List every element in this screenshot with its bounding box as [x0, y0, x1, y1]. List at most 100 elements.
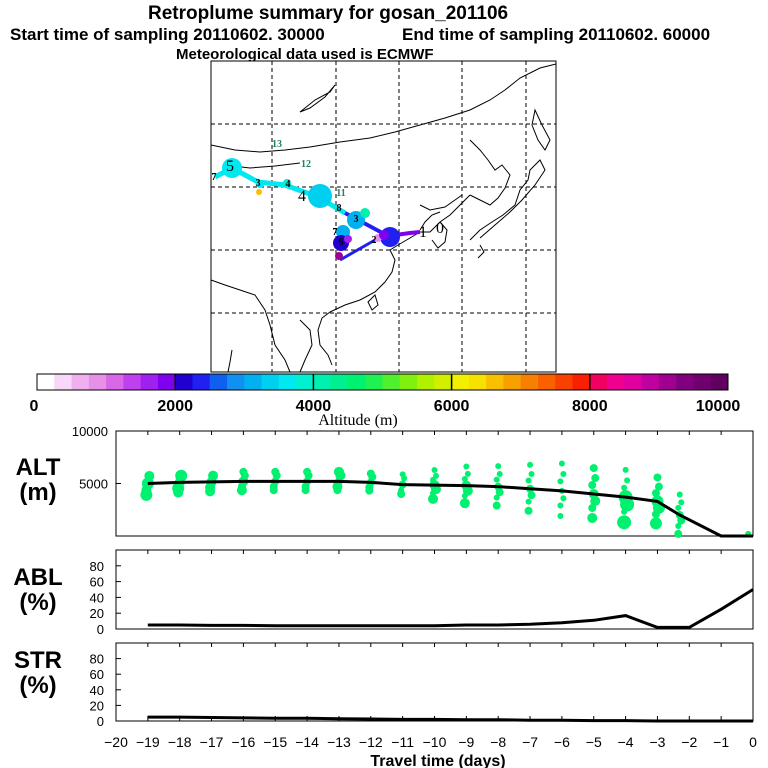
alt-particle	[621, 484, 628, 491]
x-tick-label: −19	[136, 734, 160, 750]
abl-label-line1: ABL	[13, 564, 63, 591]
colorbar-swatch	[520, 374, 539, 390]
colorbar-swatch	[209, 374, 228, 390]
trajectory-cluster	[379, 230, 389, 240]
str-y-tick-label: 60	[90, 667, 104, 682]
colorbar-tick-label: 4000	[296, 398, 332, 415]
end-time-text: End time of sampling 20110602. 60000	[402, 25, 711, 44]
colorbar-swatch	[676, 374, 694, 390]
x-tick-label: −20	[104, 734, 128, 750]
x-tick-label: −6	[554, 734, 570, 750]
colorbar: 0 2000 4000 6000 8000 10000	[30, 373, 740, 415]
alt-particle	[462, 485, 473, 496]
alt-particle	[239, 467, 248, 476]
x-tick-label: −10	[423, 734, 447, 750]
alt-particle	[269, 486, 278, 495]
colorbar-swatch	[417, 374, 435, 390]
alt-particle	[560, 495, 567, 502]
alt-particle	[399, 471, 406, 478]
alt-y-tick-label: 10000	[72, 424, 108, 439]
alt-particle	[589, 464, 598, 473]
colorbar-swatch	[347, 374, 366, 390]
alt-particle	[365, 486, 374, 495]
colorbar-tick-label: 6000	[434, 398, 470, 415]
alt-particle	[675, 504, 682, 511]
abl-y-tick-label: 0	[97, 622, 104, 637]
alt-particle	[431, 467, 438, 474]
colorbar-swatch	[537, 374, 556, 390]
alt-particle	[557, 502, 564, 509]
abl-panel-label: ABL (%)	[8, 565, 68, 615]
alt-particle	[236, 485, 247, 496]
alt-particle	[649, 517, 662, 530]
x-tick-label: −15	[263, 734, 287, 750]
alt-particle	[560, 471, 567, 478]
colorbar-swatch	[658, 374, 677, 390]
trajectory-day-label: 6	[339, 237, 344, 248]
x-tick-label: −12	[359, 734, 383, 750]
alt-particle	[463, 463, 470, 470]
colorbar-tick-label: 0	[30, 398, 39, 415]
figure-title: Retroplume summary for gosan_201106	[148, 3, 509, 24]
x-tick-label: −17	[200, 734, 224, 750]
alt-particle	[588, 481, 597, 490]
alt-particle	[173, 487, 184, 498]
colorbar-swatch	[261, 374, 280, 390]
colorbar-swatch	[227, 374, 245, 390]
trajectory-cluster	[344, 235, 352, 243]
colorbar-swatch	[313, 374, 332, 390]
colorbar-swatch	[123, 374, 142, 390]
x-tick-label: −13	[327, 734, 351, 750]
colorbar-swatch	[589, 374, 608, 390]
trajectory-day-label: 4	[298, 188, 306, 205]
alt-particle	[333, 486, 342, 495]
alt-particle	[271, 467, 280, 476]
str-line	[147, 715, 753, 723]
alt-particle	[459, 498, 470, 509]
alt-particle	[493, 476, 500, 483]
alt-particle	[588, 503, 597, 512]
x-tick-label: −16	[232, 734, 256, 750]
colorbar-swatch	[693, 374, 712, 390]
x-tick-label: −18	[168, 734, 192, 750]
x-axis-label: Travel time (days)	[370, 753, 505, 768]
trajectory-day-label: 3	[256, 178, 261, 189]
trajectory-day-label: 4	[286, 179, 291, 190]
abl-y-tick-label: 40	[90, 590, 104, 605]
alt-particle	[430, 476, 436, 483]
alt-particle	[428, 493, 438, 504]
trajectory-day-label: 13	[272, 139, 282, 150]
alt-particle	[675, 523, 682, 530]
x-tick-label: −7	[522, 734, 538, 750]
alt-y-tick-label: 5000	[79, 477, 108, 492]
colorbar-tick-label: 2000	[157, 398, 193, 415]
str-label-line2: (%)	[19, 672, 57, 700]
alt-particle	[303, 467, 312, 476]
colorbar-swatch	[71, 374, 90, 390]
colorbar-swatch	[330, 374, 349, 390]
colorbar-outline	[36, 373, 729, 391]
map-panel	[210, 60, 557, 373]
x-tick-label: −2	[681, 734, 697, 750]
alt-particle	[175, 469, 188, 482]
alt-particle	[528, 471, 535, 478]
abl-y-tick-label: 20	[90, 606, 104, 621]
trajectory-day-label: 8	[337, 203, 342, 214]
alt-particle	[208, 470, 219, 481]
abl-y-tick-label: 80	[90, 559, 104, 574]
trajectory-day-label: 3	[354, 214, 359, 225]
trajectory-cluster	[256, 189, 262, 195]
trajectory-day-label: 11	[336, 188, 345, 199]
alt-label-line2: (m)	[19, 479, 57, 507]
colorbar-swatch	[278, 374, 297, 390]
colorbar-swatch	[434, 374, 452, 390]
start-time-text: Start time of sampling 20110602. 30000	[10, 25, 325, 44]
alt-particle	[617, 515, 632, 530]
trajectory-day-label: 5	[226, 158, 234, 175]
trajectory-cluster	[360, 208, 370, 218]
alt-particle	[676, 491, 683, 498]
colorbar-swatch	[607, 374, 625, 390]
alt-particle	[558, 460, 565, 467]
alt-particle	[624, 477, 631, 484]
alt-particle	[587, 512, 598, 523]
